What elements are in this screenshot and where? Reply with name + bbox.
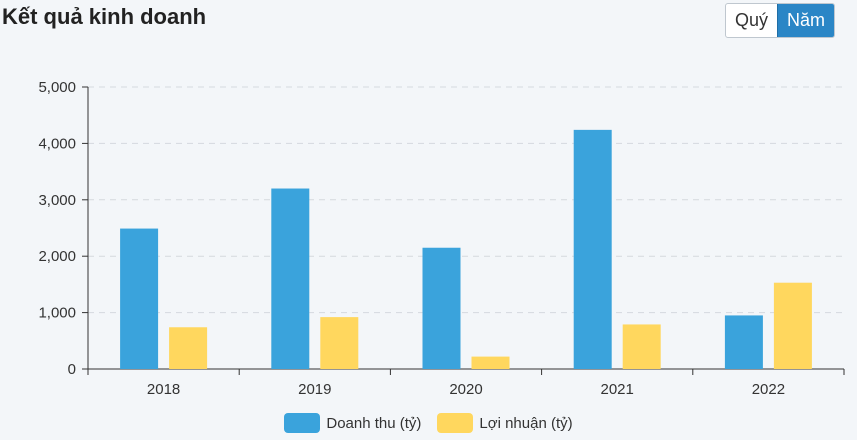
chart-legend: Doanh thu (tỷ) Lợi nhuận (tỷ) — [0, 413, 857, 433]
bar-revenue-2020 — [422, 247, 461, 369]
bar-profit-2020 — [471, 356, 510, 369]
y-tick-label: 1,000 — [38, 305, 76, 322]
y-tick-label: 2,000 — [38, 248, 76, 265]
toggle-quarter-button[interactable]: Quý — [735, 10, 769, 30]
legend-label-profit: Lợi nhuận (tỷ) — [479, 414, 573, 432]
x-tick-label: 2019 — [298, 381, 331, 398]
toggle-year-button[interactable]: Năm — [777, 4, 835, 37]
page-title: Kết quả kinh doanh — [2, 4, 207, 29]
legend-item-revenue[interactable]: Doanh thu (tỷ) — [284, 413, 421, 433]
bar-revenue-2019 — [271, 188, 310, 369]
bar-revenue-2022 — [724, 315, 763, 369]
x-tick-label: 2018 — [147, 381, 180, 398]
x-tick-label: 2020 — [449, 381, 482, 398]
bar-chart: 0 1,000 2,000 3,000 4,000 5,000 2018 2019 2020 20… — [38, 79, 845, 398]
y-tick-label: 0 — [68, 361, 76, 378]
legend-item-profit[interactable]: Lợi nhuận (tỷ) — [437, 413, 573, 433]
period-toggle: Quý Năm — [725, 3, 836, 38]
bar-profit-2019 — [320, 317, 359, 369]
legend-swatch-revenue — [284, 413, 321, 433]
bar-revenue-2021 — [573, 129, 612, 369]
bar-profit-2022 — [773, 282, 812, 369]
legend-swatch-profit — [437, 413, 474, 433]
y-tick-label: 3,000 — [38, 192, 76, 209]
x-tick-label: 2021 — [601, 381, 634, 398]
bar-profit-2021 — [622, 324, 661, 369]
legend-label-revenue: Doanh thu (tỷ) — [326, 414, 422, 432]
bar-profit-2018 — [169, 327, 208, 369]
y-tick-label: 5,000 — [38, 79, 76, 96]
y-tick-label: 4,000 — [38, 135, 76, 152]
bar-revenue-2018 — [120, 228, 159, 369]
x-tick-label: 2022 — [752, 381, 785, 398]
